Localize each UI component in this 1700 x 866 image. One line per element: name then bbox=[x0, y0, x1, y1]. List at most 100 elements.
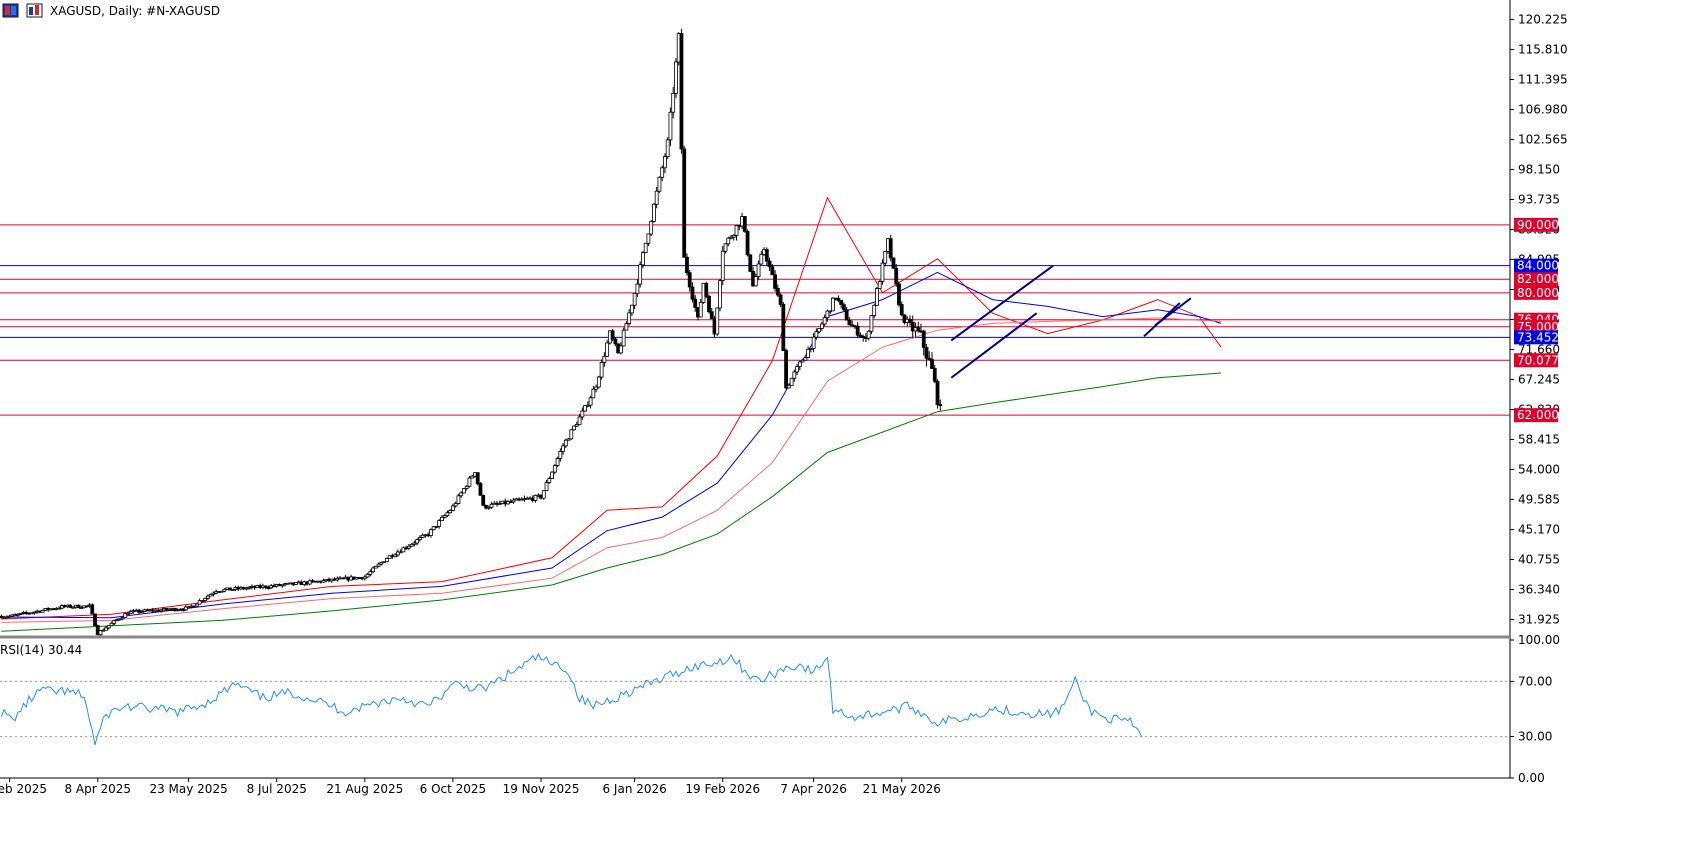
candle-body bbox=[657, 176, 662, 192]
candle-body bbox=[704, 282, 709, 297]
candle-body bbox=[605, 342, 610, 357]
candle-body bbox=[112, 620, 117, 624]
candle-body bbox=[533, 494, 538, 501]
moving-average-line bbox=[1, 317, 1222, 623]
candle-body bbox=[552, 465, 557, 473]
candle-body bbox=[817, 328, 822, 333]
candle-body bbox=[745, 230, 750, 256]
candle-body bbox=[371, 567, 375, 573]
candle-body bbox=[629, 304, 634, 314]
candle-body bbox=[368, 571, 373, 575]
candle-body bbox=[445, 512, 450, 517]
candle-body bbox=[828, 310, 833, 313]
candle-body bbox=[908, 318, 912, 323]
candle-body bbox=[660, 167, 665, 178]
candle-body bbox=[159, 609, 163, 612]
candle-body bbox=[709, 311, 714, 320]
candle-body bbox=[120, 617, 125, 620]
candle-body bbox=[742, 216, 747, 232]
candle-body bbox=[197, 600, 202, 605]
candle-body bbox=[767, 260, 772, 268]
candle-body bbox=[641, 252, 645, 266]
buy-sell-panel-icon[interactable] bbox=[2, 3, 19, 18]
channel-line bbox=[950, 312, 1038, 379]
candlesticks bbox=[0, 28, 943, 636]
candle-body bbox=[555, 458, 560, 466]
candle-body bbox=[635, 283, 640, 294]
candle-body bbox=[618, 345, 623, 354]
candle-body bbox=[773, 274, 777, 289]
price-tick-label: 45.170 bbox=[1518, 523, 1560, 537]
candle-body bbox=[786, 384, 791, 389]
candle-body bbox=[869, 315, 874, 332]
price-tick-label: 49.585 bbox=[1518, 493, 1560, 507]
candle-body bbox=[753, 276, 758, 287]
candle-body bbox=[844, 309, 849, 321]
level-label: 75.000 bbox=[1517, 320, 1559, 334]
candle-body bbox=[117, 618, 122, 621]
candle-body bbox=[891, 257, 896, 269]
level-label-box bbox=[1514, 330, 1558, 345]
candle-body bbox=[707, 295, 711, 313]
candle-body bbox=[718, 280, 722, 309]
candle-body bbox=[938, 404, 943, 407]
chart-type-icon[interactable] bbox=[26, 3, 43, 18]
candle-body bbox=[830, 297, 835, 312]
candle-body bbox=[574, 424, 579, 427]
candle-body bbox=[894, 267, 899, 285]
candle-body bbox=[715, 307, 720, 335]
price-tick-label: 36.340 bbox=[1518, 583, 1560, 597]
candle-body bbox=[888, 238, 893, 259]
candle-body bbox=[930, 359, 934, 369]
candle-body bbox=[464, 485, 469, 489]
candle-body bbox=[775, 287, 780, 296]
candle-body bbox=[566, 438, 571, 441]
candle-body bbox=[932, 368, 937, 382]
candle-body bbox=[183, 606, 188, 611]
candle-body bbox=[203, 597, 208, 601]
candle-body bbox=[470, 475, 475, 479]
candle-body bbox=[822, 317, 827, 325]
candle-body bbox=[541, 490, 546, 499]
candle-body bbox=[90, 604, 95, 615]
candle-body bbox=[781, 304, 786, 351]
candle-body bbox=[294, 581, 298, 585]
candle-body bbox=[263, 585, 268, 589]
candle-body bbox=[596, 376, 601, 388]
price-tick-label: 115.810 bbox=[1518, 42, 1568, 56]
level-label: 73.452 bbox=[1517, 330, 1559, 344]
price-tick-label: 40.755 bbox=[1518, 553, 1560, 567]
candle-body bbox=[398, 551, 403, 554]
candle-body bbox=[682, 148, 687, 258]
candle-body bbox=[442, 515, 447, 518]
candle-body bbox=[373, 565, 378, 569]
candle-body bbox=[880, 262, 885, 282]
candle-body bbox=[764, 249, 769, 262]
candle-body bbox=[652, 203, 656, 222]
candle-body bbox=[497, 503, 502, 505]
candle-body bbox=[451, 505, 455, 511]
level-label: 62.000 bbox=[1517, 408, 1559, 422]
candle-body bbox=[106, 625, 111, 629]
candle-body bbox=[792, 371, 797, 379]
candle-body bbox=[759, 254, 764, 265]
candle-body bbox=[806, 348, 811, 358]
candle-body bbox=[784, 350, 788, 389]
candle-body bbox=[808, 348, 813, 350]
candle-body bbox=[79, 607, 84, 610]
candle-body bbox=[924, 347, 929, 359]
candle-body bbox=[663, 156, 667, 169]
candle-body bbox=[32, 611, 37, 614]
candle-body bbox=[192, 605, 197, 608]
candle-body bbox=[825, 310, 830, 319]
candle-body bbox=[481, 494, 486, 506]
candle-body bbox=[379, 562, 384, 565]
candle-body bbox=[632, 292, 637, 306]
candle-body bbox=[729, 236, 733, 239]
time-axis: 21 Feb 2025 8 Apr 2025 23 May 2025 8 Jul 20… bbox=[0, 778, 941, 796]
candle-body bbox=[800, 359, 805, 363]
price-tick-label: 31.925 bbox=[1518, 613, 1560, 627]
candle-body bbox=[228, 587, 232, 591]
moving-average-line bbox=[1, 372, 1222, 632]
